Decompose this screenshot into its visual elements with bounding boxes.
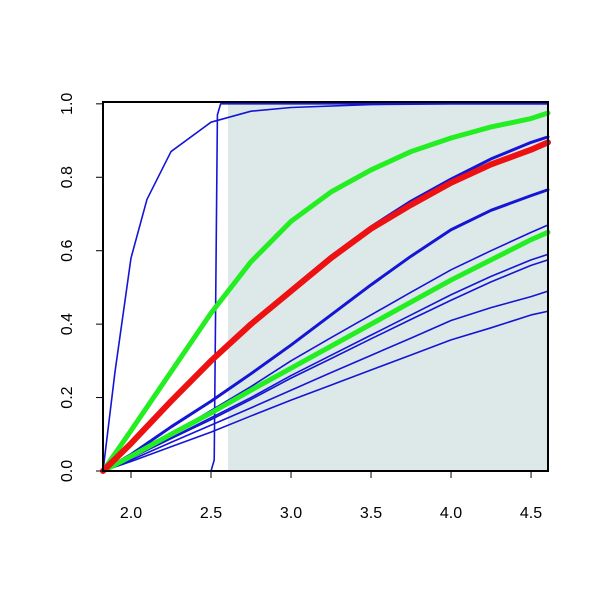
plot-frame bbox=[102, 101, 549, 472]
y-tick-label: 0.8 bbox=[59, 166, 76, 188]
curve bbox=[100, 229, 551, 474]
y-tick-label: 0.6 bbox=[59, 239, 76, 261]
y-tick-label: 1.0 bbox=[59, 93, 76, 115]
curve bbox=[100, 139, 551, 474]
y-tick-label: 0.4 bbox=[59, 313, 76, 335]
x-tick-label: 4.5 bbox=[520, 505, 542, 522]
x-tick-label: 4.0 bbox=[440, 505, 462, 522]
x-tick-label: 2.5 bbox=[200, 505, 222, 522]
x-tick-label: 3.5 bbox=[360, 505, 382, 522]
curve bbox=[101, 188, 550, 473]
x-tick-label: 3.0 bbox=[280, 505, 302, 522]
curve bbox=[102, 310, 549, 472]
y-tick-label: 0.0 bbox=[59, 460, 76, 482]
curve bbox=[102, 290, 549, 472]
curve bbox=[100, 110, 551, 474]
curve bbox=[102, 103, 549, 472]
y-tick-label: 0.2 bbox=[59, 386, 76, 408]
curve bbox=[102, 253, 549, 472]
x-tick-label: 2.0 bbox=[120, 505, 142, 522]
